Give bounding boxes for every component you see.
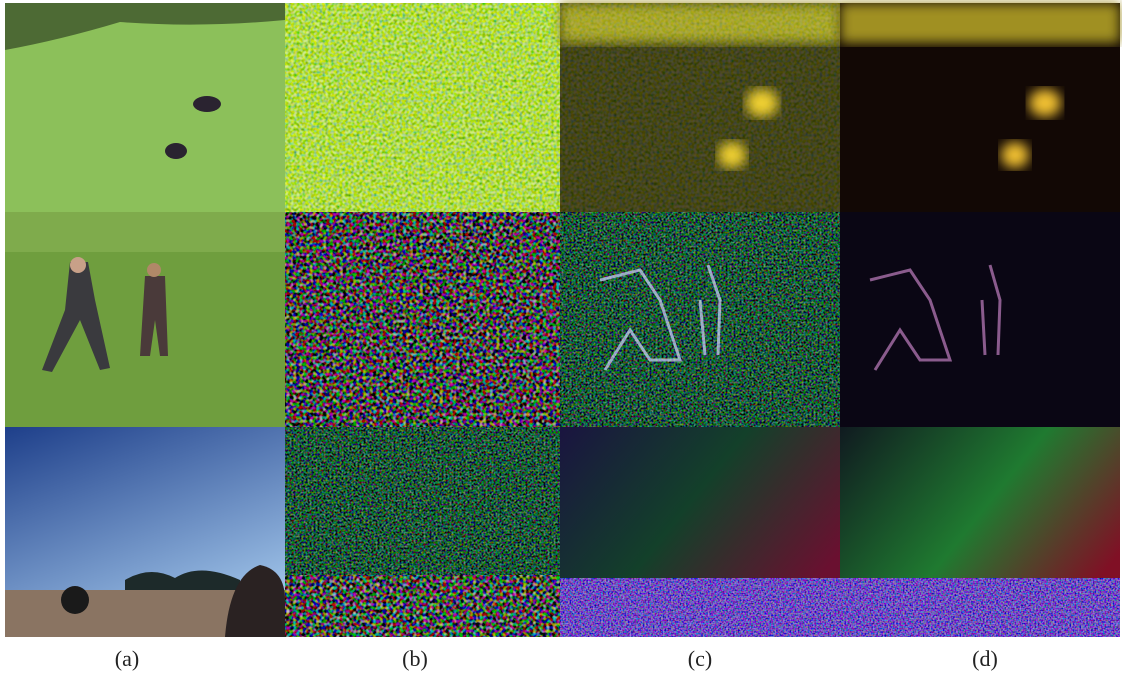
map-d-row1 (840, 3, 1120, 212)
photo-beach (5, 427, 285, 637)
map-d-row2 (840, 212, 1120, 427)
panel-label: (c) (688, 646, 712, 671)
panel-label: (a) (115, 646, 139, 671)
map-b-row3 (285, 427, 560, 637)
map-b-row1 (285, 3, 560, 212)
map-b-row2 (285, 212, 560, 427)
photo-frisbee (5, 212, 285, 427)
map-d-row3 (840, 427, 1120, 637)
map-c-row3 (560, 427, 840, 637)
panel-label: (b) (402, 646, 428, 671)
photo-pond (5, 3, 285, 212)
map-c-row1 (560, 3, 840, 212)
figure: (a) (b) (c) (d) (0, 0, 1122, 680)
panel-label: (d) (972, 646, 998, 671)
map-c-row2 (560, 212, 840, 427)
